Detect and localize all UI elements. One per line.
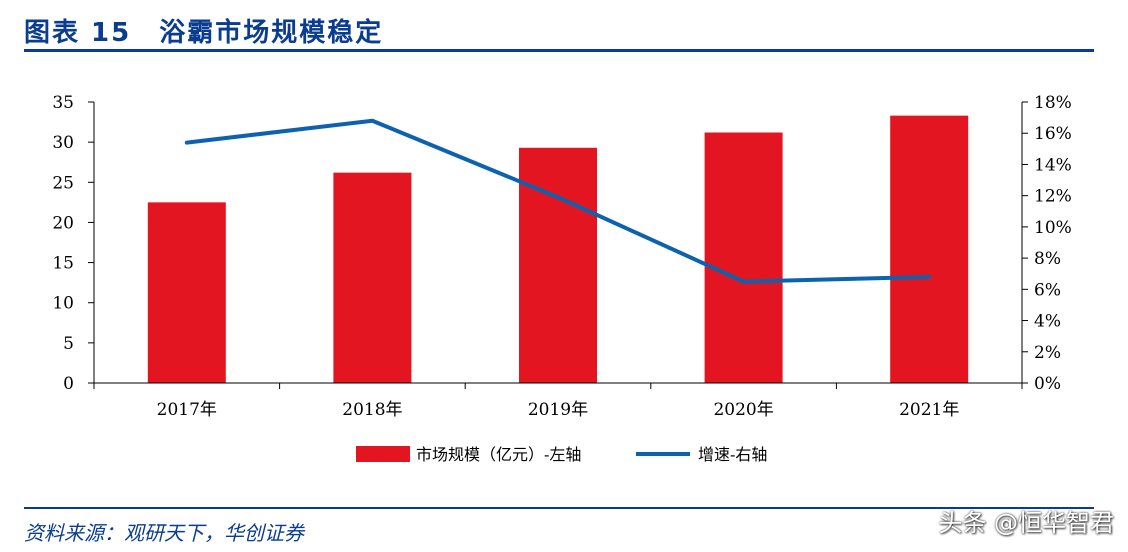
right-axis-tick-label: 18% (1034, 93, 1072, 113)
left-axis-tick-label: 10 (52, 294, 74, 314)
right-axis-tick-label: 4% (1034, 312, 1061, 332)
source-rule (24, 507, 1094, 509)
line-series (184, 118, 932, 284)
left-axis-tick-label: 25 (52, 173, 74, 193)
right-axis-tick-label: 10% (1034, 218, 1072, 238)
watermark: 头条 @恒华智君 (938, 509, 1114, 537)
right-axis-tick-label: 2% (1034, 343, 1061, 363)
legend: 市场规模（亿元）-左轴 增速-右轴 (356, 445, 767, 464)
bar-2018年 (333, 172, 412, 383)
source-note: 资料来源：观研天下，华创证券 (24, 521, 304, 545)
x-axis-tick-label: 2020年 (713, 400, 773, 420)
bar-series (147, 115, 969, 384)
chart-title: 图表 15 浴霸市场规模稳定 (24, 18, 384, 48)
left-axis-tick-label: 15 (52, 254, 74, 274)
bar-2017年 (147, 202, 226, 383)
right-axis-tick-label: 14% (1034, 155, 1072, 175)
right-axis-tick-label: 0% (1034, 374, 1061, 394)
legend-label-bar: 市场规模（亿元）-左轴 (416, 445, 581, 464)
legend-label-line: 增速-右轴 (698, 445, 767, 464)
bar-2019年 (519, 147, 597, 383)
right-axis: 0% 2% 4% 6% 8% 10% 12% 14% 16% 18% (1021, 93, 1072, 394)
x-axis: 2017年 2018年 2019年 2020年 2021年 (93, 382, 1023, 420)
legend-swatch-bar (356, 446, 410, 462)
left-axis-tick-label: 35 (52, 93, 74, 113)
right-axis-tick-label: 16% (1034, 124, 1072, 144)
right-axis-tick-label: 6% (1034, 280, 1061, 300)
x-axis-tick-label: 2019年 (528, 400, 588, 420)
chart-canvas: 0 5 10 15 20 25 30 35 0% 2% 4% 6% 8% 10% 12% 14% 16% 18%… (52, 93, 1072, 464)
right-axis-tick-label: 8% (1034, 249, 1061, 269)
left-axis-tick-label: 5 (63, 334, 74, 354)
left-axis-tick-label: 30 (52, 133, 74, 153)
x-axis-tick-label: 2021年 (899, 400, 959, 420)
right-axis-tick-label: 12% (1034, 187, 1072, 207)
title-rule (24, 49, 1094, 52)
left-axis: 0 5 10 15 20 25 30 35 (52, 93, 95, 394)
x-axis-tick-label: 2017年 (157, 400, 217, 420)
bar-2020年 (704, 132, 783, 383)
left-axis-tick-label: 0 (63, 374, 74, 394)
x-axis-tick-label: 2018年 (342, 400, 402, 420)
bar-2021年 (890, 115, 969, 384)
left-axis-tick-label: 20 (52, 213, 74, 233)
